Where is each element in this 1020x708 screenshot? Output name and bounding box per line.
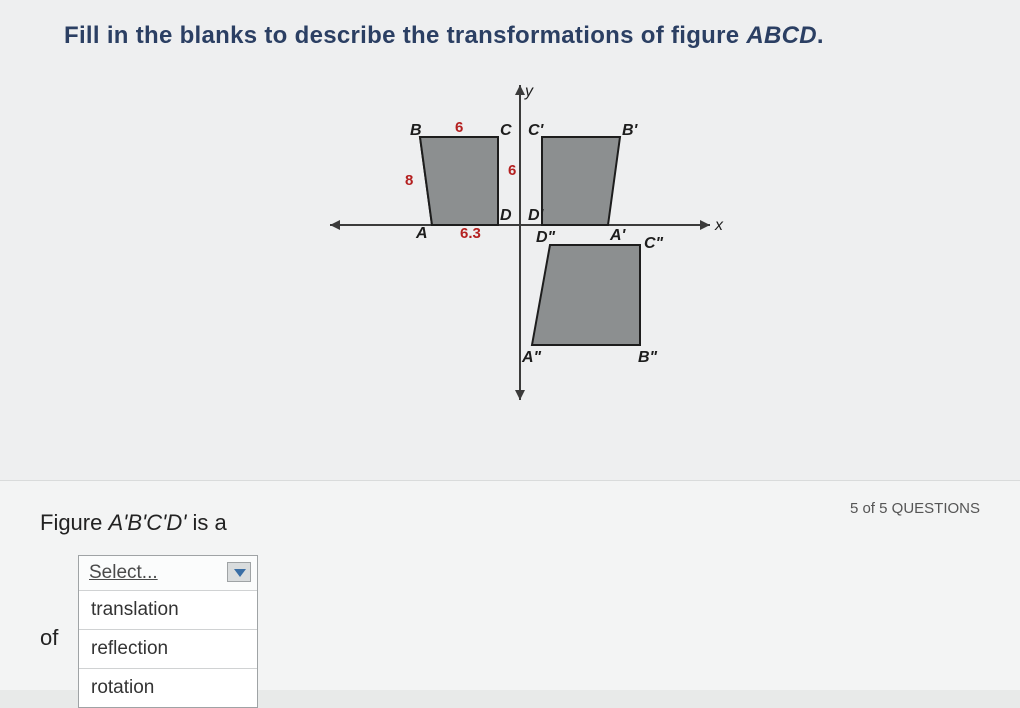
question-region: Fill in the blanks to describe the trans… (0, 0, 1020, 480)
label-C: C (500, 122, 512, 139)
measure-CD: 6 (508, 162, 516, 179)
page-root: Fill in the blanks to describe the trans… (0, 0, 1020, 690)
label-A: A (415, 225, 428, 242)
answer-prefix: Figure (40, 510, 108, 535)
measure-AD: 6.3 (460, 225, 481, 242)
label-D: D (500, 207, 512, 224)
chevron-down-icon (227, 562, 251, 582)
question-suffix: . (817, 22, 824, 49)
label-Bdp: B" (638, 349, 658, 366)
figure-AdpBdpCdpDdp (532, 245, 640, 345)
question-title: Fill in the blanks to describe the trans… (64, 22, 824, 50)
transformation-dropdown[interactable]: Select... translation reflection rotatio… (78, 555, 258, 708)
label-Aprime: A' (609, 227, 627, 244)
dropdown-option-translation[interactable]: translation (79, 590, 257, 629)
dropdown-option-reflection[interactable]: reflection (79, 629, 257, 668)
question-figure-name: ABCD (746, 22, 817, 49)
dropdown-selected[interactable]: Select... (79, 556, 257, 590)
answer-suffix: is a (186, 510, 226, 535)
answer-figure-prime: A'B'C'D' (108, 510, 186, 535)
question-prefix: Fill in the blanks to describe the trans… (64, 22, 746, 49)
measure-AB: 8 (405, 172, 413, 189)
answer-of: of (40, 625, 58, 651)
label-B: B (410, 122, 422, 139)
x-axis-label: x (714, 217, 724, 234)
question-count: 5 of 5 QUESTIONS (850, 500, 980, 517)
label-Adp: A" (521, 349, 542, 366)
figure-ABCD-shape (420, 137, 498, 225)
label-Bprime: B' (622, 122, 639, 139)
y-axis-label: y (524, 83, 534, 100)
answer-line: Figure A'B'C'D' is a (40, 510, 227, 536)
dropdown-option-rotation[interactable]: rotation (79, 668, 257, 707)
label-Dprime: D' (528, 207, 545, 224)
measure-BC: 6 (455, 119, 463, 136)
figure-AprimeBprimeCprimeDprime (542, 137, 620, 225)
label-Ddp: D" (536, 229, 556, 246)
label-Cdp: C" (644, 235, 664, 252)
diagram: x y B C D A 6 8 6.3 6 (260, 80, 780, 460)
label-Cprime: C' (528, 122, 545, 139)
dropdown-selected-text: Select... (89, 562, 158, 583)
diagram-svg: x y B C D A 6 8 6.3 6 (260, 80, 780, 460)
